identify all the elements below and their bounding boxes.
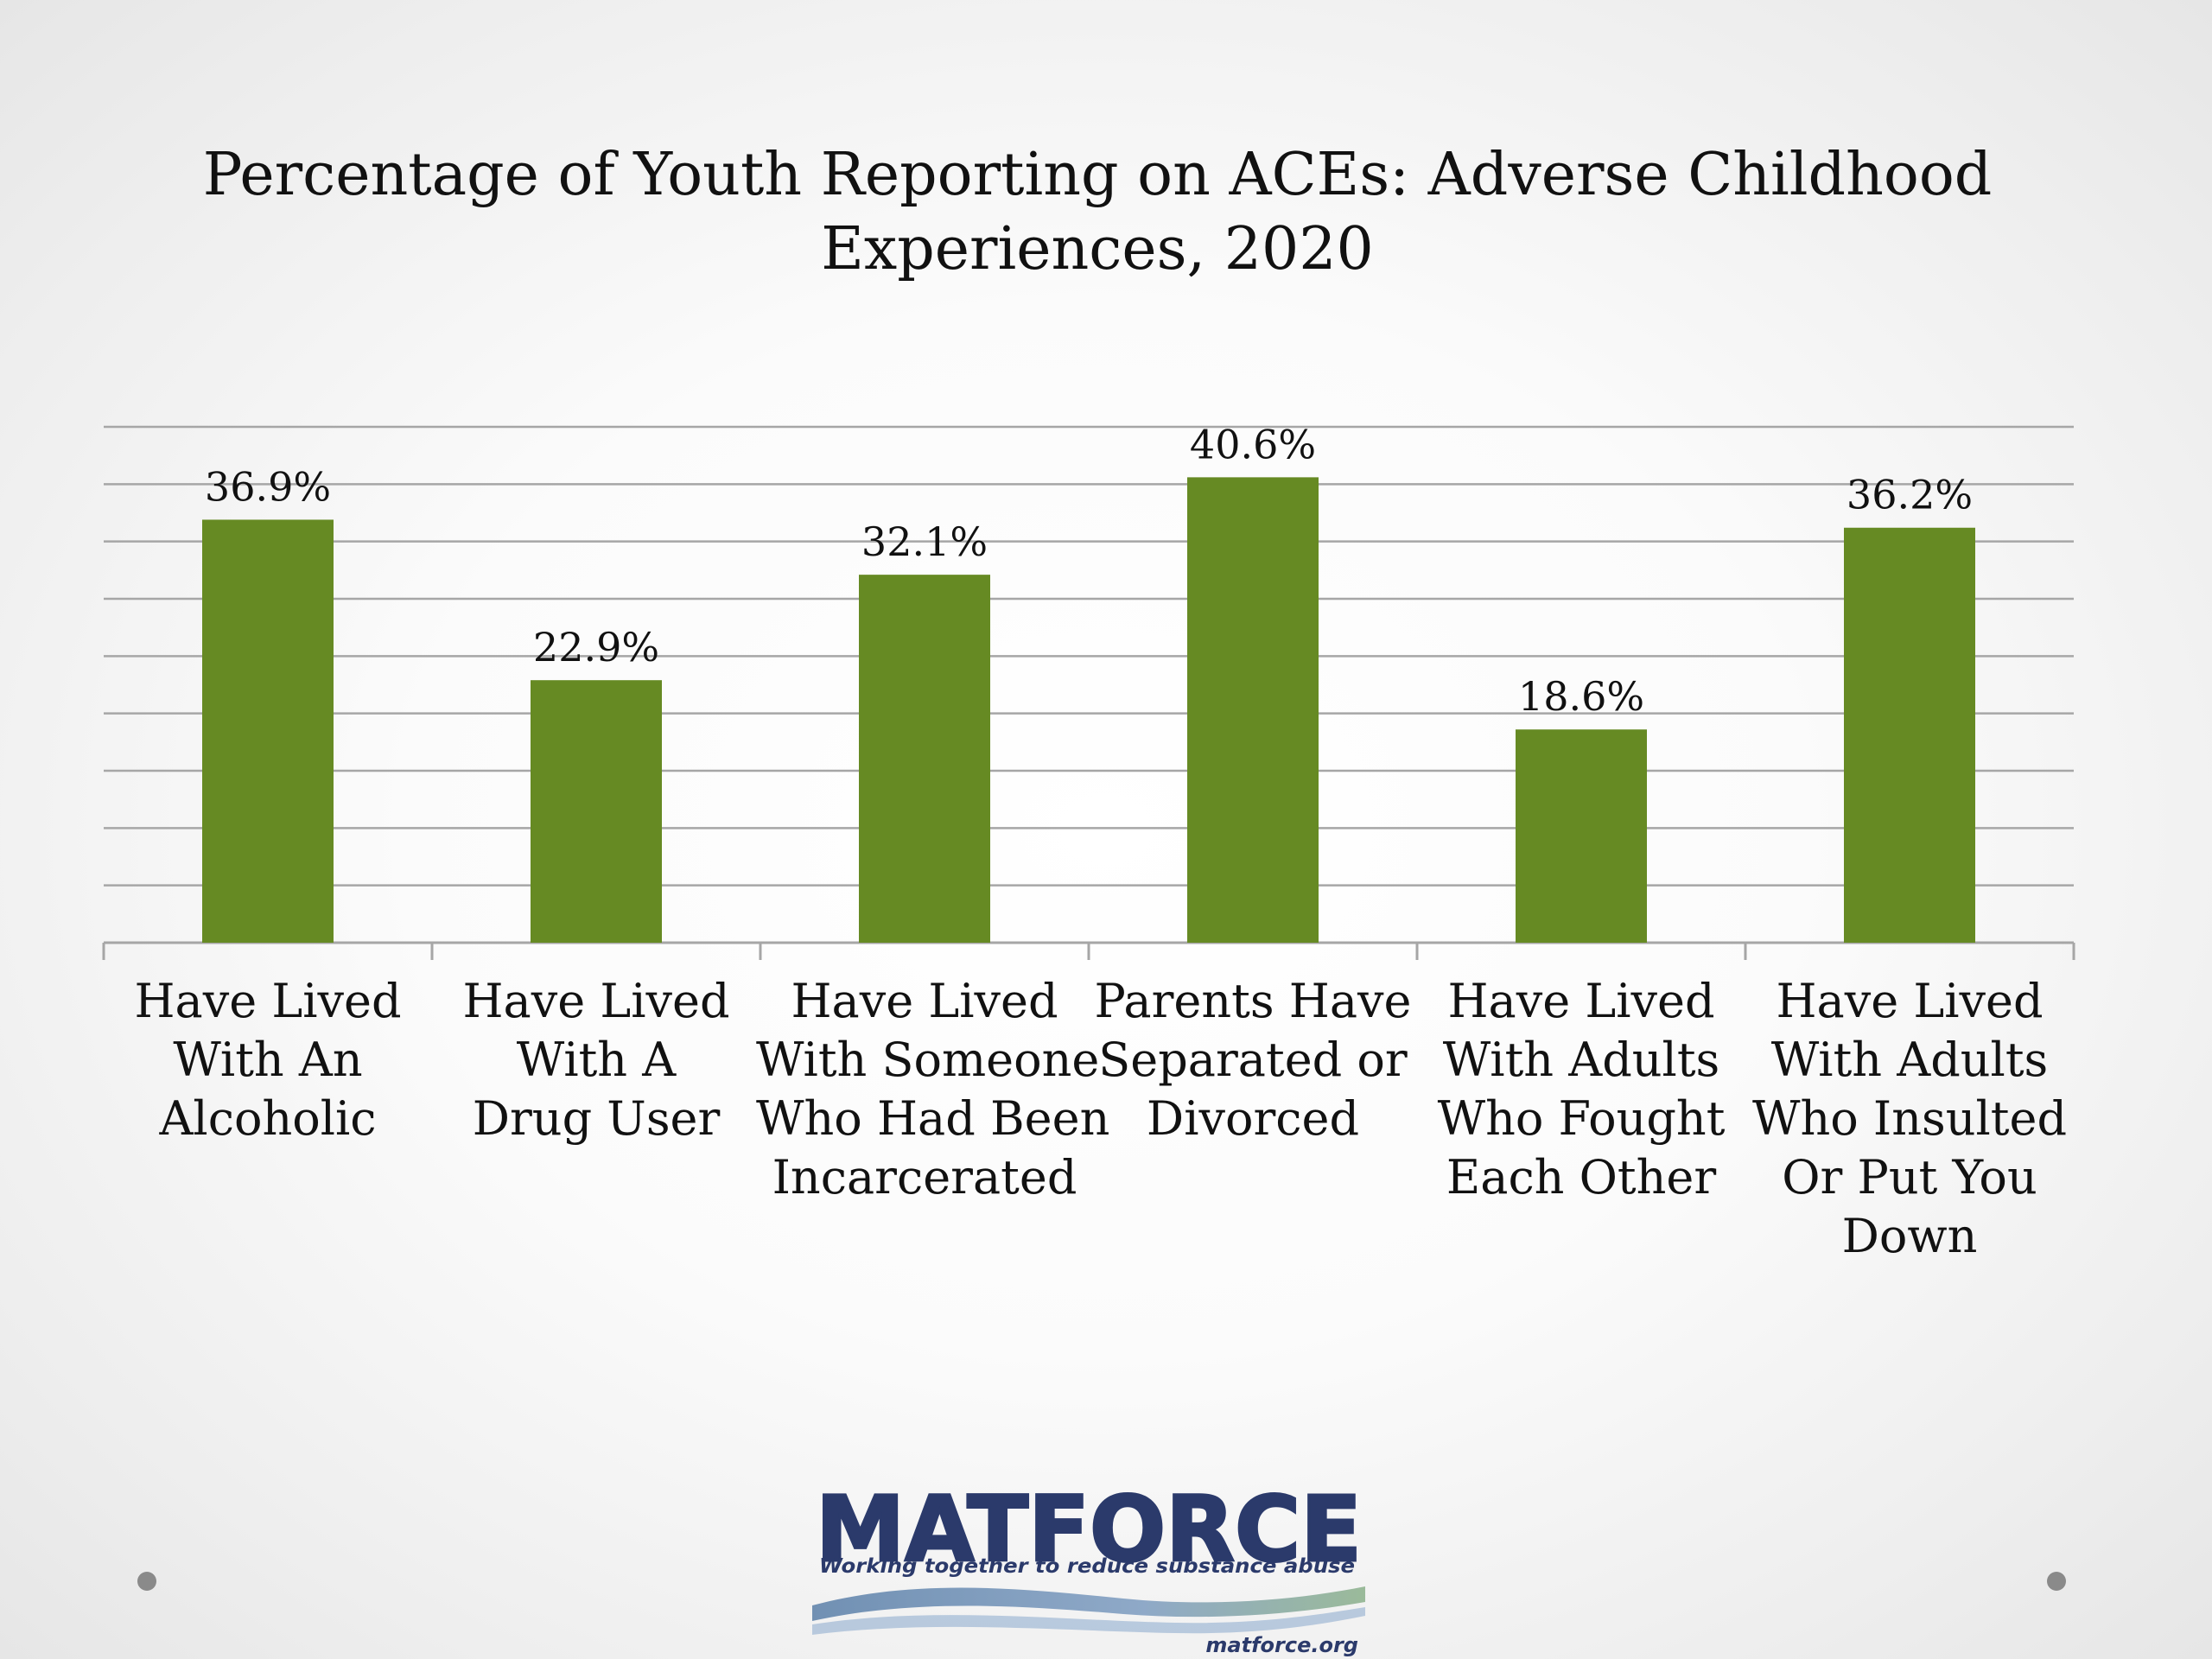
category-label-line: Have Lived: [134, 974, 402, 1028]
category-label-line: With A: [516, 1033, 677, 1087]
bar: [202, 519, 334, 943]
category-label: Have Lived With An Alcoholic: [99, 972, 436, 1148]
slide-bullet-dot-right: [2047, 1572, 2066, 1591]
category-label-line: Have Lived: [462, 974, 730, 1028]
chart-title-line-2: Experiences, 2020: [821, 215, 1374, 283]
data-label: 36.2%: [1847, 472, 1973, 518]
category-label: Have Lived With Adults Who Insulted Or Put …: [1741, 972, 2078, 1266]
category-label-line: Have Lived: [1447, 974, 1715, 1028]
bar: [1516, 729, 1647, 943]
matforce-logo: MATFORCE Working together to reduce subs…: [812, 1476, 1365, 1657]
category-label-line: Parents Have: [1094, 974, 1412, 1028]
logo-wordmark: MATFORCE: [816, 1477, 1362, 1582]
data-label: 22.9%: [533, 624, 659, 671]
category-label-line: With An: [173, 1033, 363, 1087]
category-label-line: Divorced: [1146, 1091, 1360, 1146]
data-label: 40.6%: [1190, 421, 1316, 467]
category-label: Have Lived With Adults Who Fought Each Othe…: [1413, 972, 1750, 1207]
bar: [531, 680, 662, 943]
logo-wave-secondary-icon: [812, 1607, 1365, 1635]
category-label-line: With Adults: [1442, 1033, 1720, 1087]
category-label: Have Lived With A Drug User: [428, 972, 765, 1148]
category-label-line: Who Had Been: [756, 1091, 1110, 1146]
category-label-line: Alcoholic: [159, 1091, 377, 1146]
logo-url: matforce.org: [1205, 1633, 1358, 1657]
slide-bullet-dot-left: [137, 1572, 156, 1591]
chart-title: Percentage of Youth Reporting on ACEs: A…: [0, 138, 2195, 287]
category-label-line: Have Lived: [791, 974, 1058, 1028]
data-label: 18.6%: [1518, 673, 1644, 720]
data-label: 32.1%: [861, 518, 988, 565]
category-label-line: With Someone: [756, 1033, 1100, 1087]
data-label: 36.9%: [205, 463, 331, 510]
category-label: Have Lived With Someone Who Had Been Incarc…: [756, 972, 1110, 1207]
category-label-line: Or Put You: [1782, 1150, 2037, 1205]
bar: [1844, 527, 1975, 943]
category-label-line: Separated or: [1098, 1033, 1408, 1087]
logo-tagline: Working together to reduce substance abu…: [819, 1555, 1355, 1578]
category-label-line: Drug User: [472, 1091, 721, 1146]
category-label-line: Who Fought: [1437, 1091, 1726, 1146]
category-label-line: With Adults: [1770, 1033, 2049, 1087]
category-label: Parents Have Separated or Divorced: [1084, 972, 1421, 1148]
category-label-line: Down: [1841, 1209, 1978, 1263]
category-label-line: Each Other: [1446, 1150, 1717, 1205]
chart-title-line-1: Percentage of Youth Reporting on ACEs: A…: [202, 141, 1993, 209]
category-label-line: Incarcerated: [772, 1150, 1077, 1205]
category-label-line: Have Lived: [1776, 974, 2044, 1028]
category-label-line: Who Insulted: [1751, 1091, 2068, 1146]
bar: [1187, 477, 1319, 943]
bar: [859, 575, 990, 943]
bar-chart: 36.9% 22.9% 32.1% 40.6% 18.6% 36.2%: [102, 421, 2075, 960]
logo-wave-icon: [812, 1586, 1365, 1621]
